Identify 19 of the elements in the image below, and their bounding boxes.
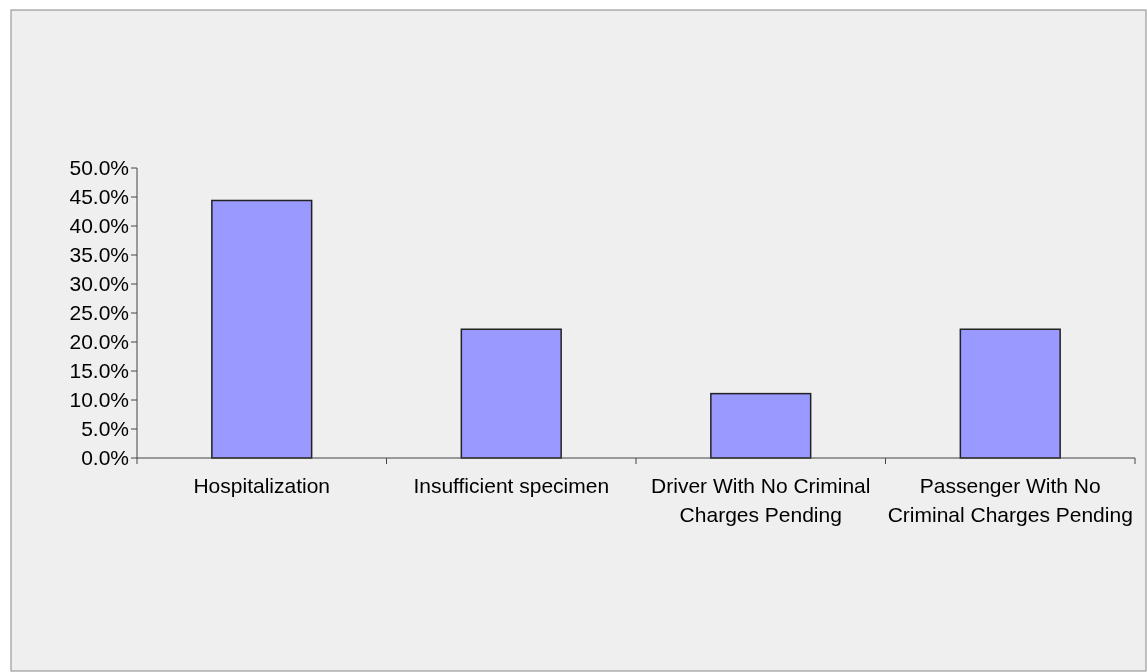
- bar: [959, 328, 1061, 459]
- x-tick-label: Driver With No Criminal Charges Pending: [651, 474, 871, 526]
- y-tick-label: 25.0%: [69, 301, 129, 325]
- y-tick-label: 20.0%: [69, 330, 129, 354]
- bar: [460, 328, 562, 459]
- y-tick-label: 15.0%: [69, 359, 129, 383]
- x-tick-label: Passenger With No Criminal Charges Pending: [887, 474, 1133, 526]
- y-tick-label: 5.0%: [81, 417, 129, 441]
- y-tick-label: 0.0%: [81, 446, 129, 470]
- x-tick-label: Hospitalization: [193, 474, 331, 497]
- y-tick-label: 35.0%: [69, 243, 129, 267]
- x-tick-label: Insufficient specimen: [413, 474, 610, 497]
- y-tick-label: 30.0%: [69, 272, 129, 296]
- y-tick-label: 50.0%: [69, 156, 129, 180]
- bar: [211, 199, 313, 459]
- bar: [710, 392, 812, 459]
- y-tick-label: 45.0%: [69, 185, 129, 209]
- y-tick-label: 40.0%: [69, 214, 129, 238]
- y-tick-label: 10.0%: [69, 388, 129, 412]
